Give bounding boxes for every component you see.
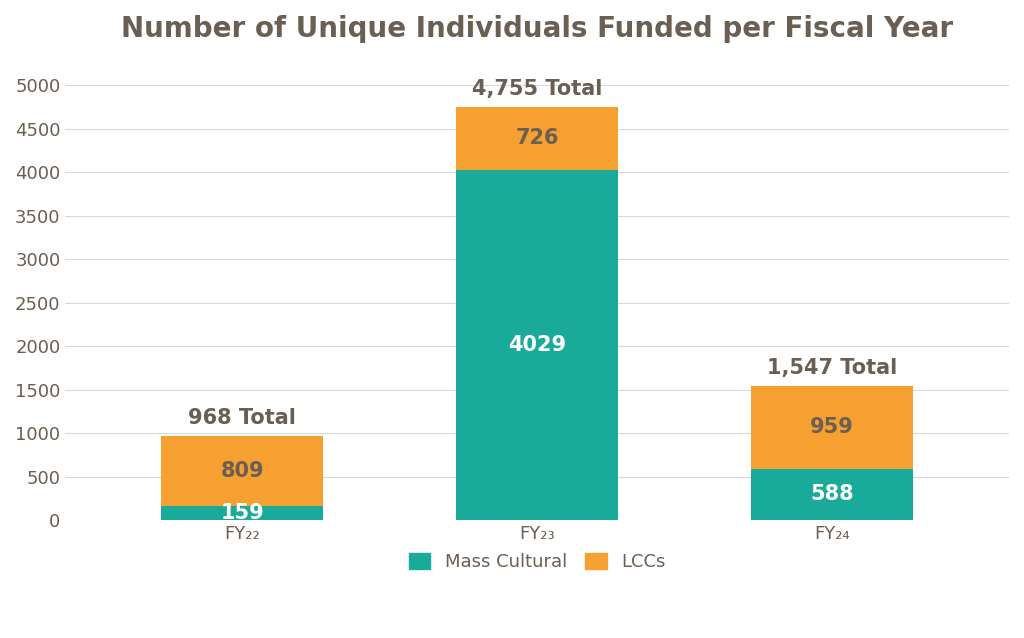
Text: 588: 588 (810, 484, 854, 505)
Text: 4029: 4029 (508, 335, 566, 355)
Bar (456, 170, 618, 520)
Text: 159: 159 (220, 503, 264, 523)
Bar (751, 469, 913, 520)
Text: 1,547 Total: 1,547 Total (767, 358, 897, 378)
Text: 4,755 Total: 4,755 Total (472, 78, 602, 99)
Bar (161, 436, 324, 506)
Bar (161, 506, 324, 520)
Text: 726: 726 (515, 128, 559, 148)
Title: Number of Unique Individuals Funded per Fiscal Year: Number of Unique Individuals Funded per … (121, 15, 953, 43)
Legend: Mass Cultural, LCCs: Mass Cultural, LCCs (399, 544, 675, 580)
Bar (751, 385, 913, 469)
Text: 968 Total: 968 Total (188, 408, 296, 428)
Text: 809: 809 (220, 461, 264, 481)
Bar (456, 107, 618, 170)
Text: 959: 959 (810, 417, 854, 437)
